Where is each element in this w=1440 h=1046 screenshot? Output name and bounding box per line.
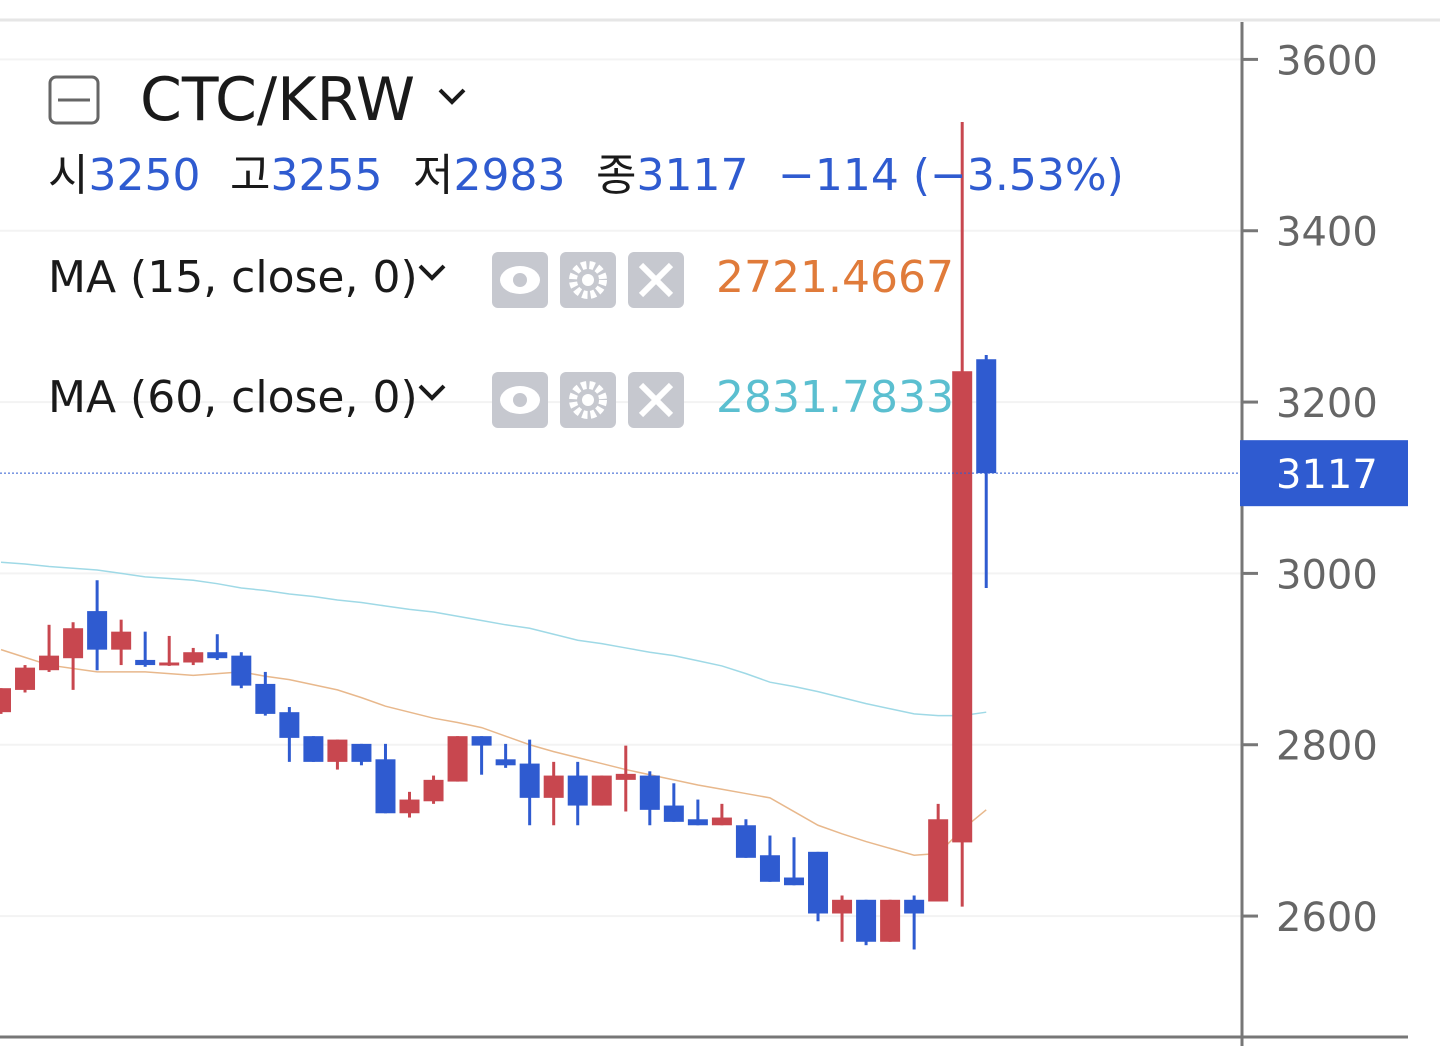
candle-body xyxy=(711,817,732,826)
candle-body xyxy=(375,759,396,814)
ohlc-label: 종 xyxy=(596,150,636,201)
candle-body xyxy=(183,652,204,663)
candle-body xyxy=(351,743,372,762)
candle-body xyxy=(399,799,420,814)
candle-body xyxy=(423,779,444,802)
candle-body xyxy=(759,855,780,882)
ohlc-value: 3250 xyxy=(88,150,200,201)
ohlc-label: 시 xyxy=(48,150,88,201)
gear-icon xyxy=(569,381,607,419)
gear-icon xyxy=(569,261,607,299)
ma-line xyxy=(0,648,987,857)
collapse-icon[interactable] xyxy=(48,75,100,125)
ma-name: MA (60, close, 0) xyxy=(48,372,418,423)
current-price-label: 3117 xyxy=(1276,452,1378,498)
legend: CTC/KRW 시3250 고3255 저2983 종3117 −114 (−3… xyxy=(48,65,1124,428)
gear-hub xyxy=(582,274,594,286)
candle-body xyxy=(735,825,756,858)
candle-body xyxy=(808,851,829,914)
ma-value: 2721.4667 xyxy=(716,252,954,303)
y-axis: 2600 2800 3000 3200 3400 3600 3117 xyxy=(0,22,1408,1046)
candle-body xyxy=(591,775,612,806)
ohlc-label: 고 xyxy=(230,150,270,201)
candle-body xyxy=(639,775,660,810)
plot xyxy=(0,121,1242,950)
candle-body xyxy=(159,662,180,666)
candle-body xyxy=(15,667,36,690)
ohlc-value: 2983 xyxy=(453,150,565,201)
y-tick-label: 3000 xyxy=(1276,552,1378,598)
candle-body xyxy=(135,659,156,666)
candle-body xyxy=(687,819,708,826)
change: −114 (−3.53%) xyxy=(778,150,1124,201)
candle-body xyxy=(783,877,804,886)
candle-body xyxy=(880,899,901,942)
candle-body xyxy=(39,655,60,671)
candle-body xyxy=(663,805,684,822)
candle-body xyxy=(0,688,11,713)
eye-pupil xyxy=(513,273,527,287)
ohlc-row: 시3250 고3255 저2983 종3117 −114 (−3.53%) xyxy=(48,150,1124,201)
symbol-title[interactable]: CTC/KRW xyxy=(140,65,415,135)
ma-name: MA (15, close, 0) xyxy=(48,252,418,303)
candle-body xyxy=(207,652,228,659)
ma-chevron[interactable] xyxy=(418,264,446,281)
candle-body xyxy=(495,759,516,766)
ohlc-value: 3117 xyxy=(636,150,748,201)
candle-body xyxy=(87,611,108,650)
candle-body xyxy=(63,628,84,659)
candle-body xyxy=(567,775,588,806)
candle-body xyxy=(111,631,132,650)
candle-body xyxy=(615,773,636,780)
candle-body xyxy=(856,899,877,942)
close-icon xyxy=(638,262,674,298)
y-tick-label: 3400 xyxy=(1276,210,1378,256)
candle-body xyxy=(904,899,925,914)
ohlc-value: 3255 xyxy=(270,150,382,201)
y-tick-label: 2600 xyxy=(1276,895,1378,941)
close-icon xyxy=(638,382,674,418)
candle-body xyxy=(231,655,252,686)
candle-body xyxy=(327,739,348,762)
candle-body xyxy=(976,359,997,474)
ma-value: 2831.7833 xyxy=(716,372,954,423)
candle-body xyxy=(279,712,300,738)
candle-body xyxy=(303,736,324,762)
grid xyxy=(0,58,1242,918)
gear-hub xyxy=(582,394,594,406)
candle-body xyxy=(255,683,276,714)
candle-body xyxy=(543,775,564,798)
current-price-tag xyxy=(1240,440,1408,507)
ma-chevron[interactable] xyxy=(418,384,446,401)
candle-body xyxy=(832,899,853,914)
candle-body xyxy=(952,371,973,843)
y-tick-label: 3200 xyxy=(1276,381,1378,427)
ohlc-label: 저 xyxy=(413,150,453,201)
y-tick-label: 2800 xyxy=(1276,724,1378,770)
y-tick-label: 3600 xyxy=(1276,38,1378,84)
candle-body xyxy=(471,736,492,746)
eye-pupil xyxy=(513,393,527,407)
candle-body xyxy=(928,819,949,902)
ma-line xyxy=(0,561,987,717)
symbol-chevron[interactable] xyxy=(438,88,466,105)
candle-body xyxy=(519,763,540,798)
candle-body xyxy=(447,736,468,782)
